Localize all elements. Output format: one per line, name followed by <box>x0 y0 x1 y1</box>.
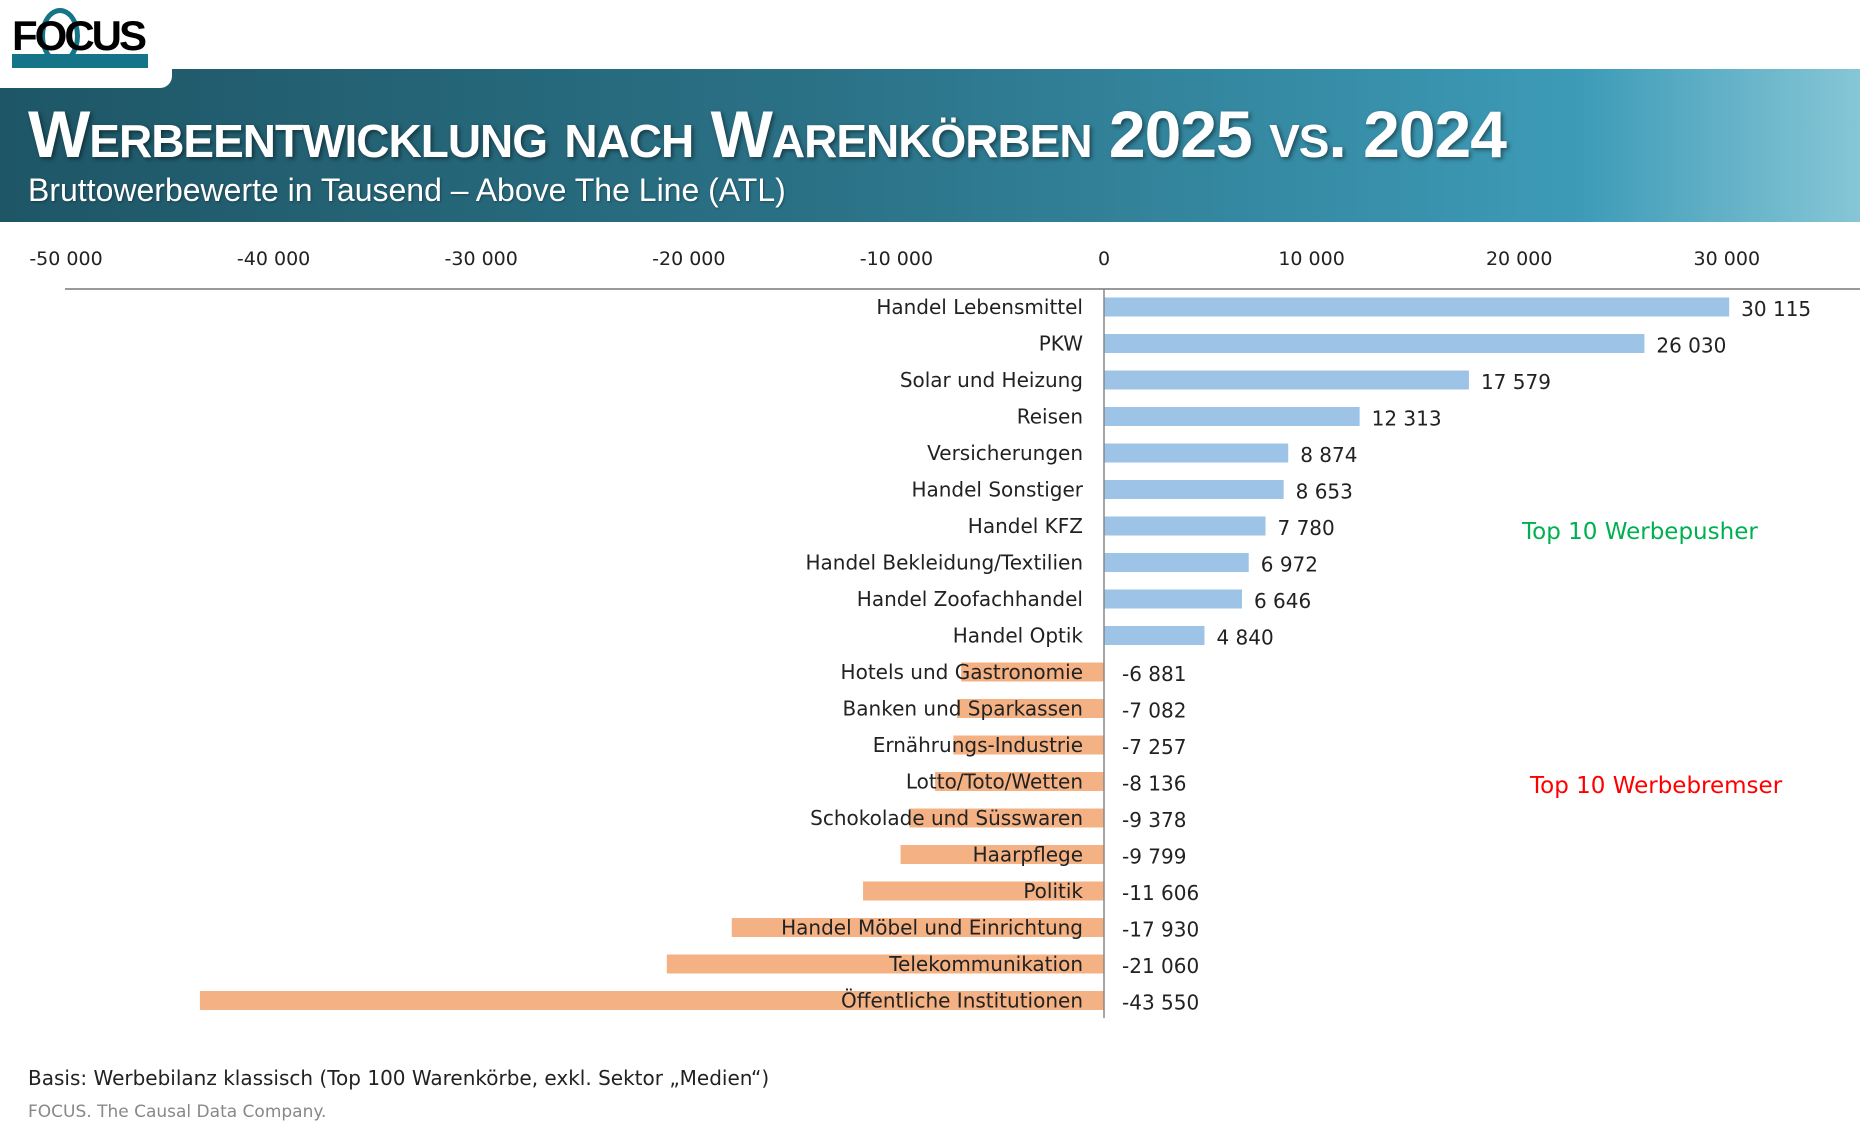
value-label: -9 378 <box>1122 808 1186 832</box>
category-label: Politik <box>1023 879 1083 903</box>
category-label: Handel Zoofachhandel <box>857 587 1083 611</box>
category-label: Handel KFZ <box>968 514 1083 538</box>
bar-negative <box>935 772 1104 791</box>
bar-positive <box>1104 297 1730 317</box>
x-tick-label: 10 000 <box>1278 248 1344 270</box>
bar-positive <box>1104 370 1469 390</box>
bar-chart: -50 000 -40 000 -30 000 -20 000 -10 000 0 10 0… <box>29 248 1860 1018</box>
category-label: Hotels und Gastronomie <box>841 660 1083 684</box>
category-label: Schokolade und Süsswaren <box>810 806 1083 830</box>
value-label: -21 060 <box>1122 954 1199 978</box>
category-label: PKW <box>1039 332 1083 356</box>
category-label: Handel Möbel und Einrichtung <box>781 916 1083 940</box>
bar-positive <box>1104 480 1284 499</box>
bar-positive <box>1104 334 1645 353</box>
x-tick-label: 0 <box>1098 248 1110 270</box>
bar-negative <box>199 991 1105 1010</box>
category-label: Haarpflege <box>973 843 1083 867</box>
bar-negative <box>900 845 1104 864</box>
value-label: 4 840 <box>1216 626 1273 650</box>
value-label: -7 257 <box>1122 735 1186 759</box>
category-label: Solar und Heizung <box>900 368 1083 392</box>
bar-negative <box>731 918 1104 937</box>
value-label: -43 550 <box>1122 991 1199 1015</box>
annotation-top-pushers: Top 10 Werbepusher <box>1522 519 1758 545</box>
bar-negative <box>961 662 1104 682</box>
category-label: Versicherungen <box>927 441 1083 465</box>
x-tick-label: -20 000 <box>652 248 725 270</box>
annotation-top-brakers: Top 10 Werbebremser <box>1530 773 1783 799</box>
chart-title: Werbeentwicklung nach Warenkörben 2025 v… <box>28 97 1507 171</box>
x-tick-label: -30 000 <box>445 248 518 270</box>
category-label: Lotto/Toto/Wetten <box>906 770 1083 794</box>
value-label: -7 082 <box>1122 699 1186 723</box>
bar-positive <box>1104 626 1205 645</box>
x-tick-label: -50 000 <box>29 248 102 270</box>
category-label: Handel Sonstiger <box>911 478 1083 502</box>
category-label: Handel Lebensmittel <box>876 295 1083 319</box>
bar-negative <box>909 808 1104 828</box>
bar-positive <box>1104 407 1360 426</box>
value-label: 6 646 <box>1254 589 1311 613</box>
value-label: -8 136 <box>1122 772 1186 796</box>
bar-negative <box>953 735 1104 755</box>
category-label: Öffentliche Institutionen <box>841 989 1083 1013</box>
bar-negative <box>863 881 1104 901</box>
x-tick-label: 20 000 <box>1486 248 1552 270</box>
value-label: 8 874 <box>1300 443 1357 467</box>
bar-negative <box>666 954 1104 974</box>
category-label: Telekommunikation <box>888 952 1083 976</box>
bar-positive <box>1104 443 1289 463</box>
bar-positive <box>1104 516 1266 536</box>
value-label: 17 579 <box>1481 370 1551 394</box>
bar-negative <box>956 699 1104 718</box>
category-label: Handel Bekleidung/Textilien <box>806 551 1084 575</box>
value-label: -17 930 <box>1122 918 1199 942</box>
focus-logo: FOCUS <box>0 0 172 88</box>
value-label: 6 972 <box>1261 553 1318 577</box>
value-label: 26 030 <box>1656 334 1726 358</box>
footer-credit: FOCUS. The Causal Data Company. <box>28 1102 327 1122</box>
chart-subtitle: Bruttowerbewerte in Tausend – Above The … <box>28 172 786 208</box>
value-label: -6 881 <box>1122 662 1186 686</box>
logo-text: FOCUS <box>12 12 147 59</box>
value-label: -9 799 <box>1122 845 1186 869</box>
value-label: 12 313 <box>1372 407 1442 431</box>
x-tick-label: -10 000 <box>860 248 933 270</box>
category-label: Ernährungs-Industrie <box>873 733 1083 757</box>
value-label: 8 653 <box>1296 480 1353 504</box>
category-label: Reisen <box>1017 405 1083 429</box>
value-label: 30 115 <box>1741 297 1811 321</box>
footer-basis: Basis: Werbebilanz klassisch (Top 100 Wa… <box>28 1066 770 1090</box>
value-label: 7 780 <box>1278 516 1335 540</box>
header-banner: Werbeentwicklung nach Warenkörben 2025 v… <box>0 69 1860 222</box>
category-label: Banken und Sparkassen <box>843 697 1083 721</box>
value-label: -11 606 <box>1122 881 1199 905</box>
x-tick-label: 30 000 <box>1694 248 1760 270</box>
bar-positive <box>1104 589 1242 609</box>
x-tick-label: -40 000 <box>237 248 310 270</box>
category-label: Handel Optik <box>953 624 1084 648</box>
bar-positive <box>1104 553 1249 572</box>
